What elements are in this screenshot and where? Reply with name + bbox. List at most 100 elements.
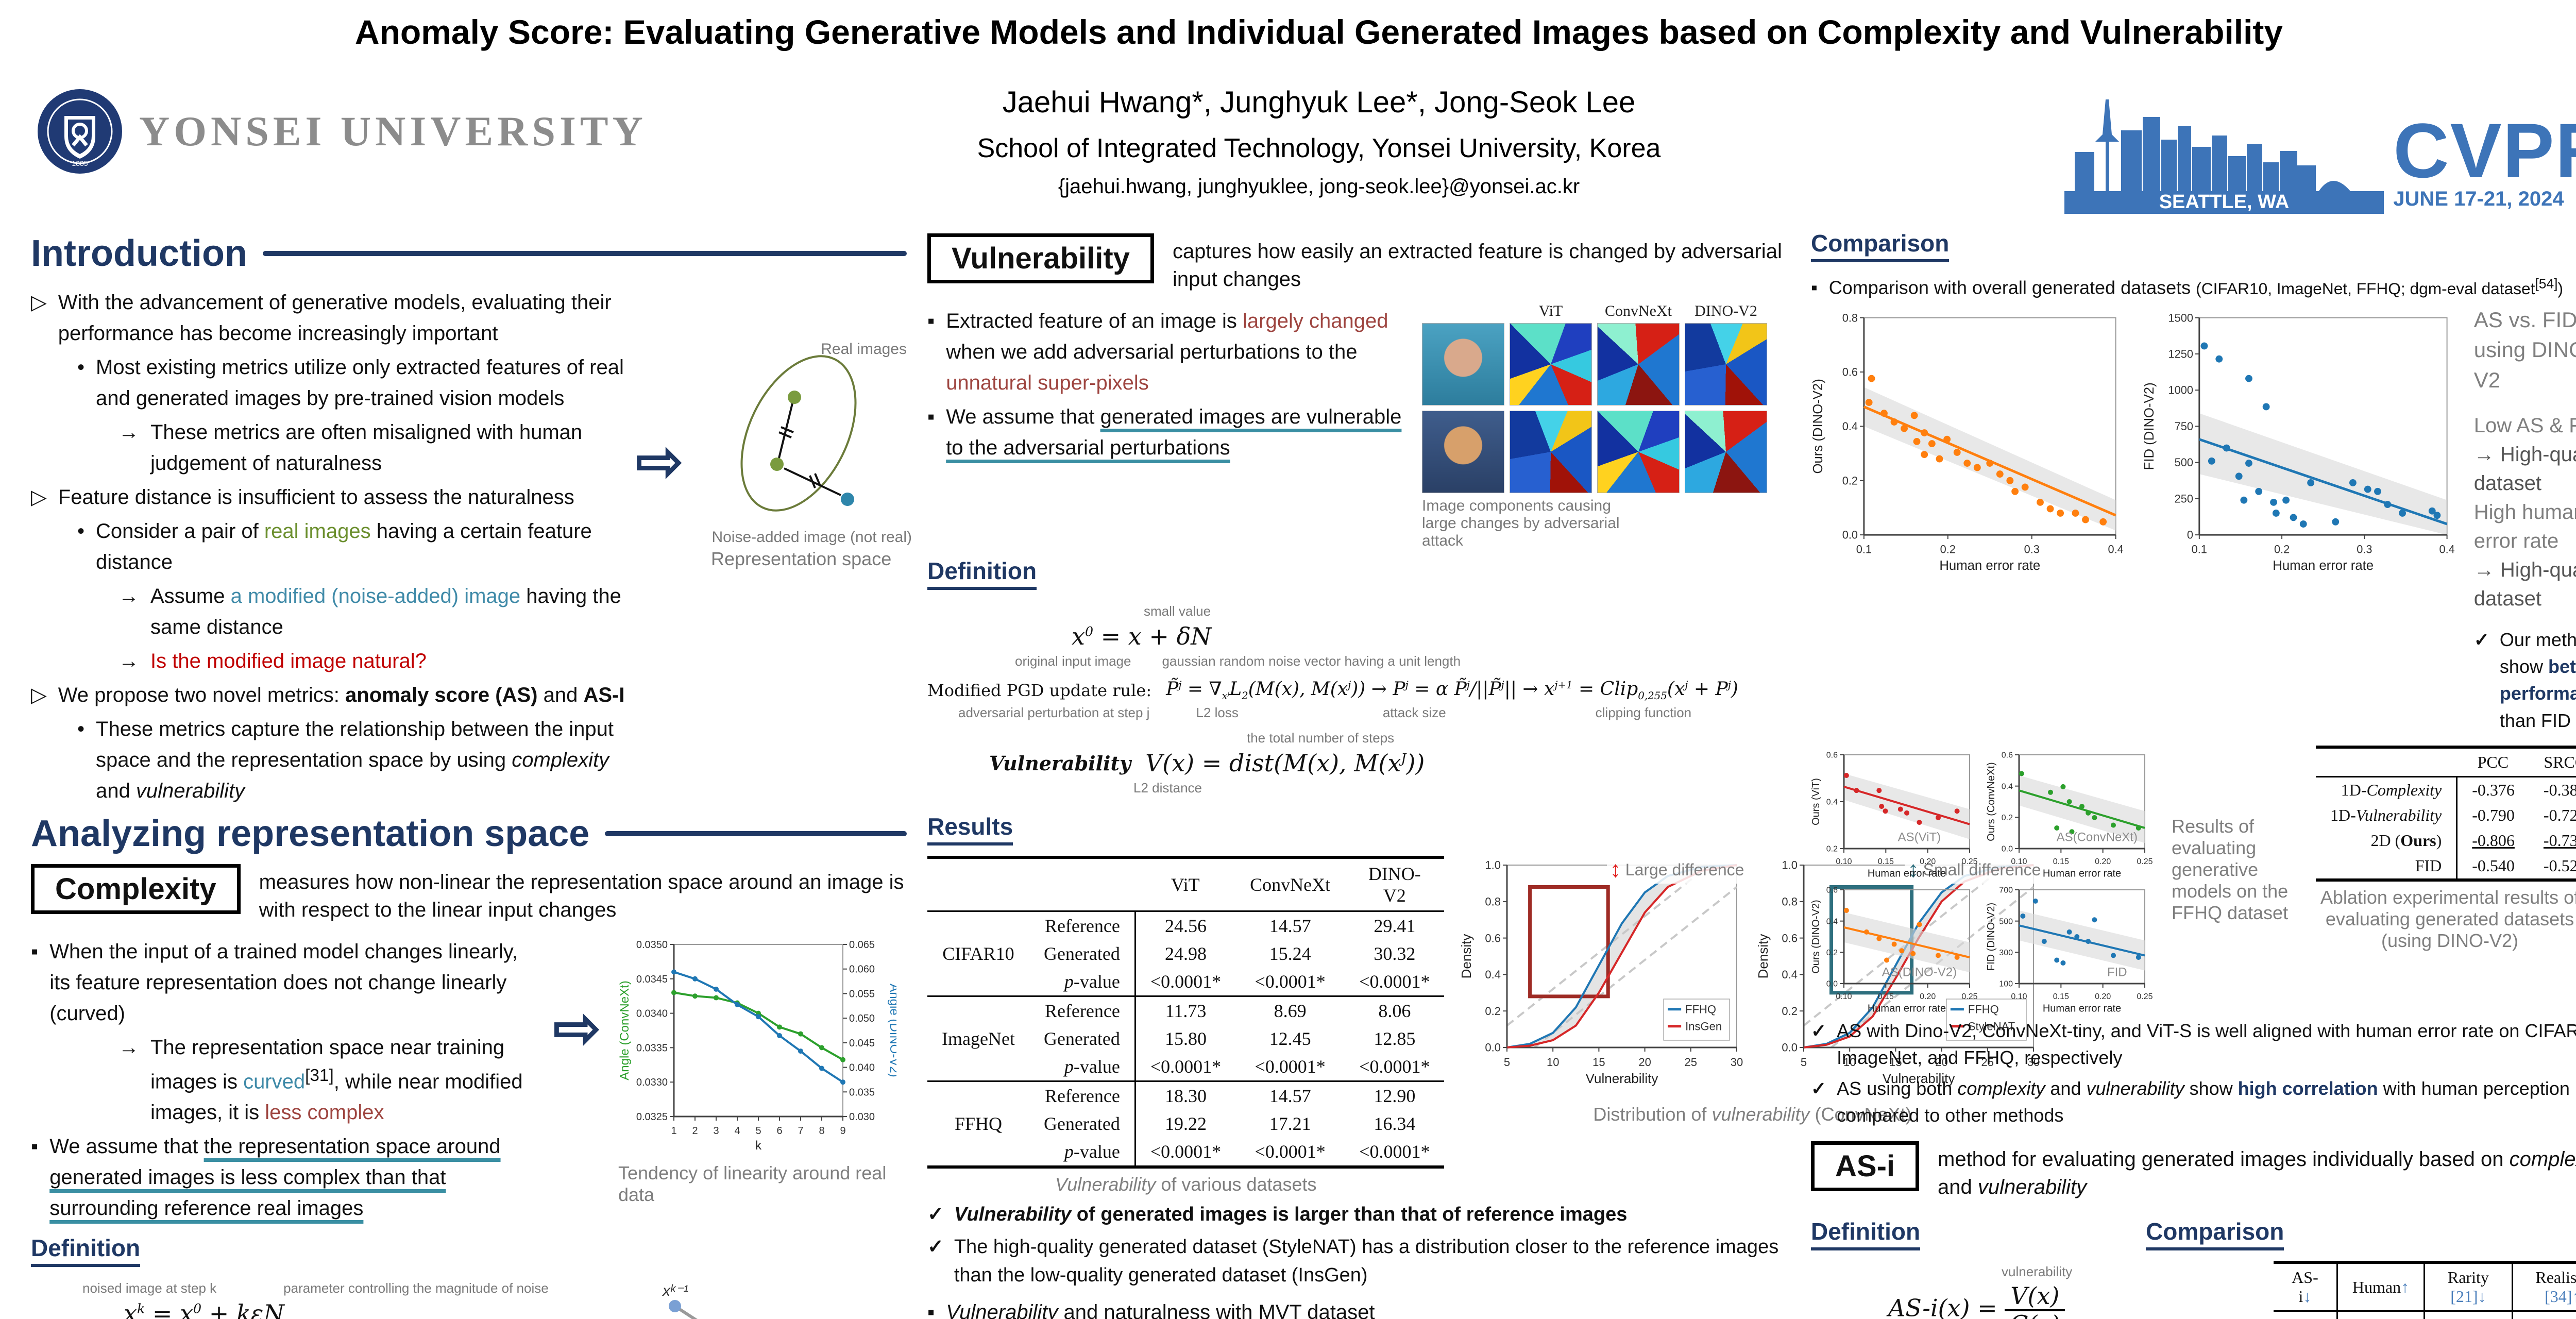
svg-text:30: 30 [1731,1056,1743,1069]
dist-caption: Distribution of vulnerability (ConvNeXt) [1593,1104,1912,1125]
svg-text:FID: FID [2107,965,2127,979]
tendency-caption: Tendency of linearity around real data [618,1162,887,1205]
svg-text:0.0: 0.0 [1826,979,1838,988]
formula-annotation: L2 distance [1133,780,1202,796]
column-middle: Vulnerability captures how easily an ext… [927,229,2044,1319]
svg-text:0.0345: 0.0345 [636,974,668,985]
svg-text:0.0350: 0.0350 [636,939,668,951]
intro-bullets: ▷ With the advancement of generative mode… [31,284,629,809]
table-cell: FID [2415,856,2442,875]
svg-text:25: 25 [1981,1056,1994,1069]
table-cell: 19.22 [1134,1110,1236,1138]
svg-text:5: 5 [1801,1056,1807,1069]
mvt-bullet: ▪ Vulnerability and naturalness with MVT … [927,1297,1783,1319]
page-title: Anomaly Score: Evaluating Generative Mod… [354,13,2283,51]
side-check: Our method show better performance than … [2499,629,2576,731]
pcc-table: PCCSRCC1D-Complexity-0.376-0.3881D-Vulne… [2316,745,2576,882]
table-cell: <0.0001* [1359,1141,1430,1162]
svg-text:0.10: 0.10 [2011,992,2027,1001]
svg-text:10: 10 [1547,1056,1559,1069]
table-cell: -0.376 [2456,776,2529,803]
svg-text:0.030: 0.030 [849,1111,875,1123]
svg-text:Vulnerability: Vulnerability [1586,1071,1658,1086]
comparison-findings: ✓ AS with Dino-V2, ConvNeXt-tiny, and ViT… [1811,1013,2576,1134]
svg-text:0.15: 0.15 [2053,857,2069,866]
svg-text:8: 8 [819,1125,824,1137]
bullet-item: ▷ Feature distance is insufficient to ass… [31,486,574,509]
svg-text:0.10: 0.10 [1836,857,1852,866]
svg-text:0.2: 0.2 [1485,1005,1501,1018]
svg-text:20: 20 [1639,1056,1651,1069]
table-cell: 17.21 [1269,1113,1311,1135]
asi-formula: vulnerability AS-i(x) = V(x)C(x) complex… [1811,1264,2130,1319]
svg-text:0.2: 0.2 [2274,543,2290,555]
formula: P̃j = ∇xjL2(M(x), M(xj)) → Pj = α P̃j/||… [1166,679,1738,702]
superpixel-map-image [1510,411,1592,493]
table-cell: Generated [1043,1028,1120,1050]
definition-label: Definition [31,1234,141,1267]
fid-scatter-chart: 0.1 0.2 0.3 0.4 1500 1250 1000 750 500 250 0 Human … [2142,311,2455,573]
ours-scatter-chart: 0.1 0.2 0.3 0.4 0.8 0.6 0.4 0.2 0.0 Human error r… [1811,311,2124,573]
svg-text:0.055: 0.055 [849,988,875,1000]
svg-text:0.10: 0.10 [2011,857,2027,866]
comparison-side-text: AS vs. FID using DINO-V2 Low AS & FID → … [2474,305,2576,738]
diagram-caption: Representation space [711,548,892,569]
svg-text:Human error rate: Human error rate [1868,1003,1946,1013]
svg-text:Human error rate: Human error rate [2273,559,2374,573]
table-cell: -0.722 [2543,805,2576,824]
formula: x0 = x + δN [1072,622,1212,650]
svg-text:Human error rate: Human error rate [2043,868,2121,878]
section-introduction: Introduction [31,232,907,275]
vulnerability-dist-insgen-chart: 5 10 15 20 25 30 1.0 0.8 0.6 0.4 0.2 0.0 Vulnerabili… [1459,859,1743,1086]
svg-text:Human error rate: Human error rate [1939,559,2040,573]
table-cell: 24.56 [1134,910,1236,940]
svg-text:FFHQ: FFHQ [1686,1003,1717,1016]
svg-text:700: 700 [1999,886,2013,894]
vulnerability-dist-block: 5 10 15 20 25 30 1.0 0.8 0.6 0.4 0.2 0.0 Vulnerabili… [1459,854,2045,1125]
svg-text:FFHQ: FFHQ [1968,1003,1999,1016]
svg-text:Angle (DINO-V2): Angle (DINO-V2) [887,984,896,1077]
table-cell: Low [2274,1311,2337,1319]
bullet-item: ▪ When the input of a trained model chang… [31,940,518,1025]
svg-text:10: 10 [1843,1056,1856,1069]
svg-text:Density: Density [1756,934,1771,979]
svg-text:0.6: 0.6 [1842,365,1858,378]
svg-text:30: 30 [2027,1056,2040,1069]
table-cell: Reference [1029,1080,1136,1110]
tendency-chart: 1 2 3 4 5 6 7 8 9 0.0350 0.0345 0.0340 0.0335 0.0330 0… [618,939,901,1153]
svg-text:Angle (ConvNeXt): Angle (ConvNeXt) [618,980,632,1080]
svg-text:1000: 1000 [2168,383,2193,396]
diff-label: ↕ Small difference [1904,856,2044,884]
svg-text:k: k [755,1139,762,1153]
bullet-item: → Assume a modified (noise-added) image h… [118,585,621,638]
table-cell: Reference [1029,910,1136,940]
svg-text:0.2: 0.2 [2002,814,2013,822]
svg-text:0.6: 0.6 [1485,932,1501,944]
university-name: YONSEI UNIVERSITY [139,108,647,155]
table-cell: 29.41 [1345,910,1445,940]
svg-text:Ours (DINO-V2): Ours (DINO-V2) [1811,900,1822,973]
formula-label: Modified PGD update rule: [927,680,1152,700]
svg-text:Ours (ViT): Ours (ViT) [1811,778,1822,825]
svg-text:Density: Density [1460,934,1474,979]
as-dino-chart: 0.10 0.15 0.20 0.25 0.6 0.4 0.2 0.0 Human error … [1811,886,1978,1013]
adversarial-grid-block: ViT ConvNeXt DINO-V2 Image components ca… [1422,302,1783,550]
svg-text:0.2: 0.2 [1782,1005,1798,1018]
bullet-item: → The representation space near training … [118,1036,523,1124]
table-cell: <0.0001* [1359,971,1430,992]
svg-text:FID (DINO-V2): FID (DINO-V2) [1986,903,1997,971]
diagram-label: Real images [821,341,907,358]
table-cell: 24.98 [1134,940,1236,968]
side-line: High human error rate [2473,500,2576,552]
svg-text:0.050: 0.050 [849,1013,875,1024]
table-cell: -0.738 [2543,831,2576,850]
table-cell: <0.0001* [1134,1138,1236,1168]
data-table: AS-i↓Human↑Rarity [21]↓Realism [34]↑Low0… [2274,1261,2576,1319]
block-arrow-icon: ⇨ [553,996,601,1060]
vulnerability-table: ViT ConvNeXt DINO-V2 CIFAR10 Reference 24.56 1… [927,856,1445,1169]
table-cell: 1D-Vulnerability [2330,805,2442,824]
as-convnext-chart: 0.10 0.15 0.20 0.25 0.6 0.4 0.2 0.0 Human error … [1986,751,2153,878]
grid-caption: Results of evaluating generative models … [2172,815,2289,923]
asi-box: AS-i [1811,1141,1919,1192]
table-cell: 15.24 [1269,943,1311,965]
